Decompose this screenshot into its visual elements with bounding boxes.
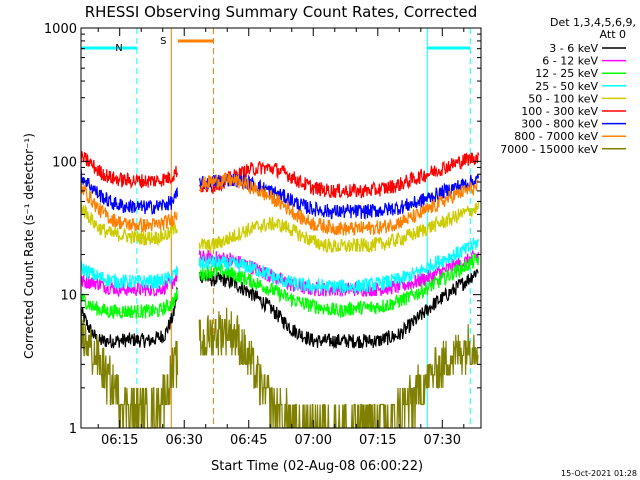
legend-header-attenuator: Att 0 — [600, 28, 626, 41]
legend-label: 800 - 7000 keV — [514, 130, 598, 143]
series-line-6 — [80, 151, 179, 190]
series-line-4 — [198, 238, 480, 295]
series-line-9 — [198, 307, 479, 429]
series-line-7 — [80, 168, 179, 216]
y-tick-label: 10 — [60, 289, 77, 304]
x-tick-label: 06:15 — [101, 433, 138, 448]
legend-label: 300 - 800 keV — [521, 118, 598, 131]
x-tick-label: 07:30 — [424, 433, 461, 448]
x-tick-label: 07:15 — [359, 433, 396, 448]
x-tick-label: 06:30 — [165, 433, 202, 448]
y-tick-label: 1000 — [44, 22, 77, 37]
legend-label: 25 - 50 keV — [535, 80, 598, 93]
series-line-8 — [198, 172, 480, 237]
series-line-1 — [199, 268, 479, 350]
x-tick-label: 06:45 — [230, 433, 267, 448]
saa-label: S — [160, 36, 166, 47]
x-tick-label: 07:00 — [295, 433, 332, 448]
night-label: N — [115, 43, 122, 54]
series-line-5 — [80, 202, 179, 246]
legend-label: 3 - 6 keV — [549, 42, 598, 55]
plot-frame — [80, 27, 482, 429]
axes-layer: 06:15 06:30 06:45 07:00 07:15 07:30 1 10 100 1000 — [44, 22, 481, 448]
series-line-4 — [80, 260, 179, 291]
footer-timestamp: 15-Oct-2021 01:28 — [561, 469, 637, 478]
y-axis-label: Corrected Count Rate (s⁻¹ detector⁻¹) — [22, 133, 36, 359]
series-line-8 — [80, 183, 178, 233]
y-tick-label: 1 — [69, 422, 77, 437]
legend-label: 7000 - 15000 keV — [500, 143, 598, 156]
legend-label: 12 - 25 keV — [535, 67, 598, 80]
series-layer — [80, 151, 480, 429]
chart-title: RHESSI Observing Summary Count Rates, Co… — [85, 3, 478, 21]
series-line-3 — [198, 252, 480, 318]
legend-label: 6 - 12 keV — [542, 55, 598, 68]
legend-label: 100 - 300 keV — [521, 105, 598, 118]
x-axis-label: Start Time (02-Aug-08 06:00:22) — [211, 459, 423, 474]
series-line-5 — [198, 200, 480, 254]
y-tick-label: 100 — [52, 155, 77, 170]
legend-header-detectors: Det 1,3,4,5,6,9, — [550, 16, 636, 29]
series-line-3 — [80, 289, 179, 320]
legend-label: 50 - 100 keV — [528, 92, 598, 105]
